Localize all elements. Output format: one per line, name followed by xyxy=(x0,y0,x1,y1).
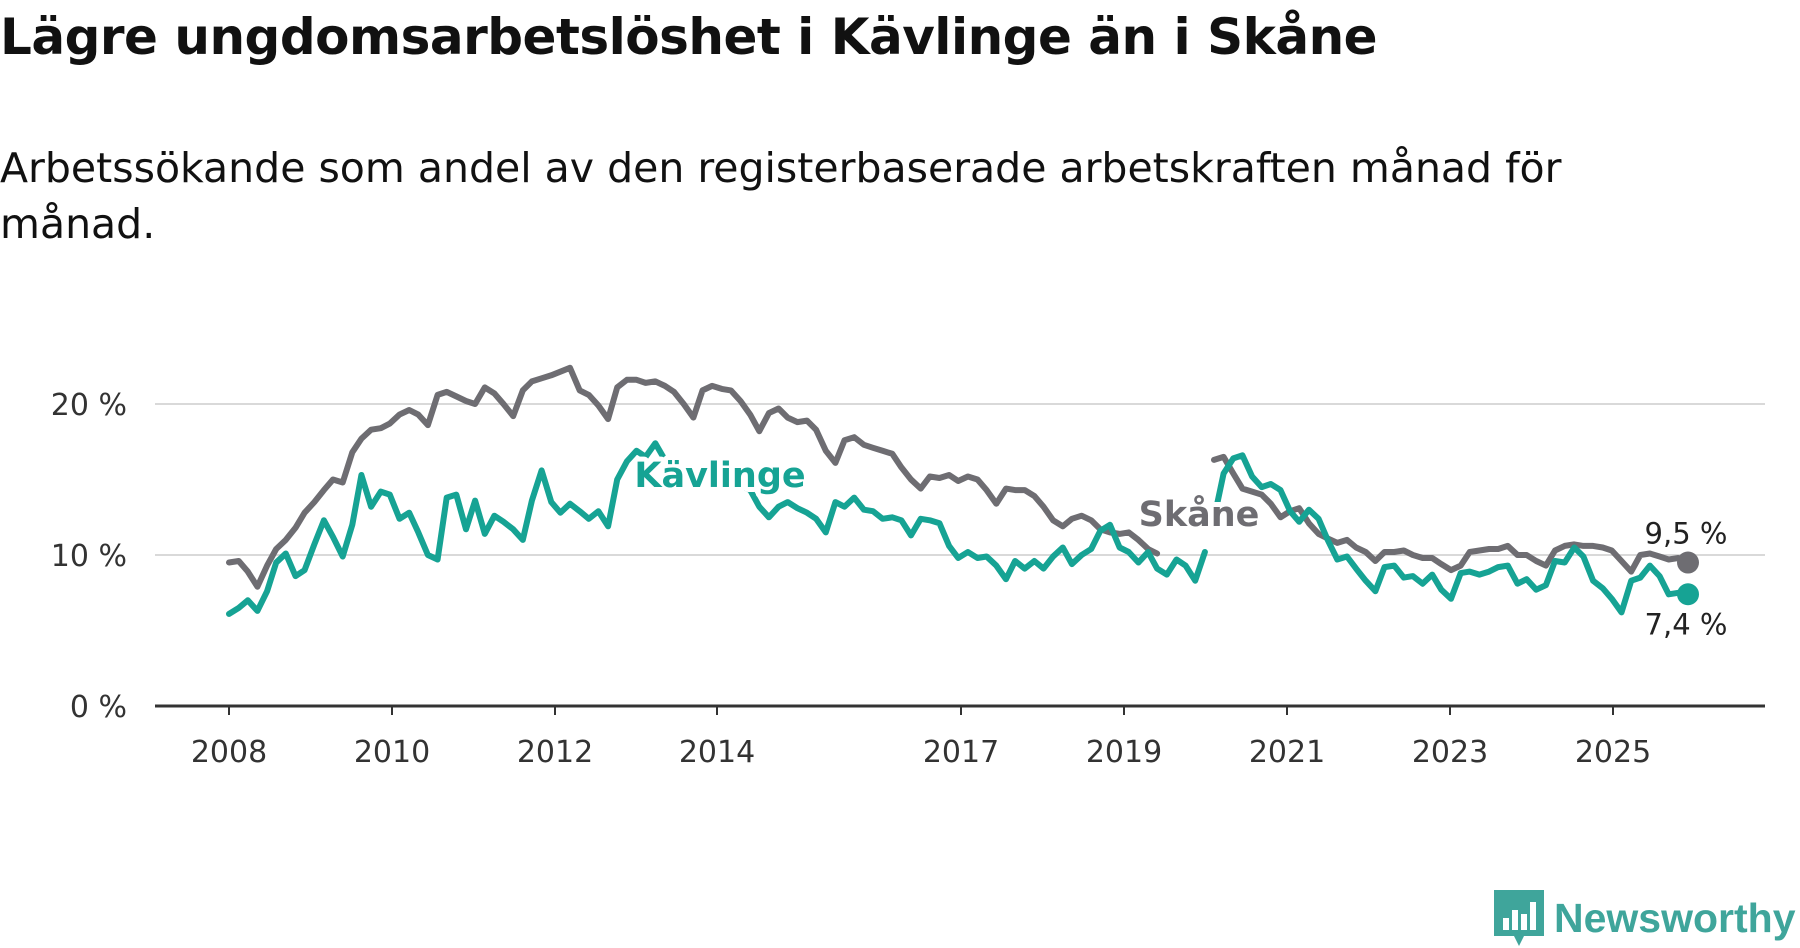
x-tick-label: 2012 xyxy=(517,735,593,770)
newsworthy-logo-icon xyxy=(1494,890,1544,946)
series-line-skåne xyxy=(226,364,1161,590)
x-tick-label: 2021 xyxy=(1249,735,1325,770)
end-point-skåne xyxy=(1677,551,1699,574)
chart-title: Lägre ungdomsarbetslöshet i Kävlinge än … xyxy=(0,8,1378,66)
series-line-kävlinge xyxy=(1211,452,1691,616)
end-label-skåne: 9,5 % xyxy=(1645,517,1728,551)
series-label-skåne: Skåne xyxy=(1139,494,1260,535)
x-tick-label: 2023 xyxy=(1412,735,1488,770)
x-tick-label: 2008 xyxy=(191,735,267,770)
end-label-kävlinge: 7,4 % xyxy=(1645,607,1728,641)
y-tick-label: 0 % xyxy=(70,690,127,725)
newsworthy-logo-text: Newsworthy xyxy=(1554,894,1796,941)
newsworthy-logo: Newsworthy xyxy=(1494,890,1796,946)
series-line-kävlinge xyxy=(226,440,1208,617)
x-tick-label: 2019 xyxy=(1086,735,1162,770)
series-label-kävlinge: Kävlinge xyxy=(634,456,805,496)
end-point-kävlinge xyxy=(1677,583,1699,606)
x-tick-label: 2025 xyxy=(1575,735,1651,770)
x-tick-label: 2017 xyxy=(923,735,999,770)
y-tick-label: 20 % xyxy=(51,388,127,423)
x-tick-label: 2010 xyxy=(354,735,430,770)
y-tick-label: 10 % xyxy=(51,539,127,574)
chart-subtitle: Arbetssökande som andel av den registerb… xyxy=(0,144,1562,248)
x-tick-label: 2014 xyxy=(679,735,755,770)
